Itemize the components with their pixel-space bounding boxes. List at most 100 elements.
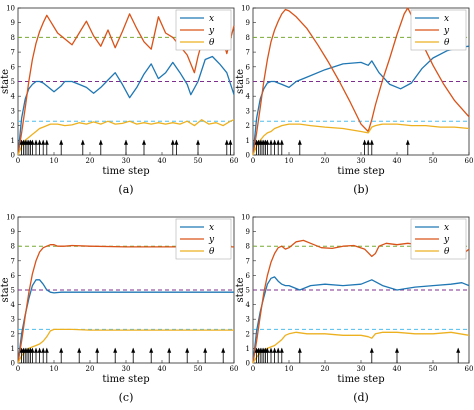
y-tick-label: 0 [11,360,15,368]
chart-panel-4: 0 10 20 30 40 50 60 0 1 2 3 4 5 6 7 8 9 10 xyθ time step sta… [235,214,473,405]
event-arrow-head [149,347,154,353]
y-tick-label: 5 [246,287,250,295]
x-tick-label: 30 [122,157,131,165]
y-tick-label: 9 [11,19,15,27]
x-axis-label: time step [102,374,149,385]
event-arrow-head [395,347,399,353]
x-tick-label: 10 [50,365,59,373]
event-arrow-head [297,139,302,145]
y-tick-label: 1 [246,345,250,353]
y-tick-label: 2 [246,122,250,130]
x-tick-label: 30 [357,157,366,165]
y-tick-label: 4 [11,301,16,309]
x-tick-label: 50 [429,157,438,165]
series-line-theta [252,123,470,156]
y-tick-label: 8 [11,243,15,251]
series-line-x [17,55,235,156]
y-axis-label: state [0,69,11,94]
event-arrow-head [34,347,38,353]
y-tick-label: 1 [11,137,15,145]
y-tick-label: 7 [11,49,15,57]
x-tick-label: 0 [16,365,20,373]
event-arrow-head [30,139,35,145]
y-tick-label: 4 [11,93,16,101]
y-tick-label: 8 [11,34,15,42]
y-tick-label: 8 [246,34,250,42]
y-tick-label: 6 [11,272,16,280]
panel-caption: (c) [119,391,134,404]
event-arrow-head [279,139,284,145]
y-tick-label: 0 [11,152,15,160]
x-tick-label: 40 [158,365,167,373]
legend-label: x [209,14,214,24]
event-arrow-head [131,347,136,353]
x-tick-label: 20 [321,365,330,373]
y-tick-label: 0 [246,152,250,160]
event-arrow-head [405,139,410,145]
y-tick-label: 2 [246,330,250,338]
x-tick-label: 60 [230,365,239,373]
event-arrow-head [59,347,64,353]
event-arrow-head [185,347,190,353]
x-axis-label: time step [337,374,384,385]
x-tick-label: 50 [194,157,203,165]
y-tick-label: 9 [246,228,250,236]
x-tick-label: 50 [429,365,438,373]
x-tick-label: 0 [16,157,20,165]
panel-caption: (b) [353,183,369,196]
event-arrow-head [41,139,46,145]
y-tick-label: 3 [11,107,15,115]
series-line-theta [17,328,234,364]
x-tick-label: 60 [465,157,474,165]
y-tick-label: 5 [11,78,15,86]
y-tick-label: 2 [11,122,15,130]
event-arrow-head [221,347,226,353]
event-arrow-head [113,347,118,353]
legend-label: θ [209,38,215,48]
event-arrow-head [369,347,374,353]
event-arrow-head [456,347,461,353]
y-tick-label: 7 [246,257,250,265]
event-arrow-head [170,139,175,145]
event-arrow-head [37,347,42,353]
y-tick-label: 7 [11,257,15,265]
event-arrow-head [167,347,172,353]
panel-caption: (d) [353,391,369,404]
event-arrow-head [196,139,200,145]
series-line-y [17,13,235,156]
y-tick-label: 5 [11,287,15,295]
legend-label: θ [444,247,450,257]
y-axis-label: state [235,69,246,94]
legend: xyθ [175,218,232,260]
y-tick-label: 2 [11,330,15,338]
x-tick-label: 60 [465,365,474,373]
y-tick-label: 4 [246,93,251,101]
legend: xyθ [175,9,232,51]
event-arrow-head [369,139,374,145]
legend-label: y [208,235,215,245]
series-line-x [252,276,470,364]
y-tick-label: 7 [246,49,250,57]
y-tick-label: 9 [11,228,15,236]
event-arrow-head [269,139,273,145]
legend-label: y [443,26,450,36]
legend-label: x [444,223,449,233]
y-tick-label: 10 [6,214,15,222]
x-tick-label: 10 [285,365,294,373]
x-tick-label: 30 [357,365,366,373]
y-tick-label: 10 [6,5,15,13]
event-arrow-head [366,139,371,145]
x-tick-label: 0 [251,365,255,373]
legend: xyθ [410,218,467,260]
chart-panel-3: 0 10 20 30 40 50 60 0 1 2 3 4 5 6 7 8 9 10 xyθ time step sta… [0,214,238,405]
series-line-x [252,45,470,156]
x-tick-label: 60 [230,157,239,165]
y-tick-label: 0 [246,360,250,368]
x-axis-label: time step [102,166,149,177]
legend: xyθ [410,9,467,51]
y-tick-label: 8 [246,243,250,251]
x-tick-label: 40 [393,157,402,165]
x-tick-label: 40 [158,157,167,165]
x-tick-label: 20 [86,365,95,373]
panel-caption: (a) [118,183,133,196]
